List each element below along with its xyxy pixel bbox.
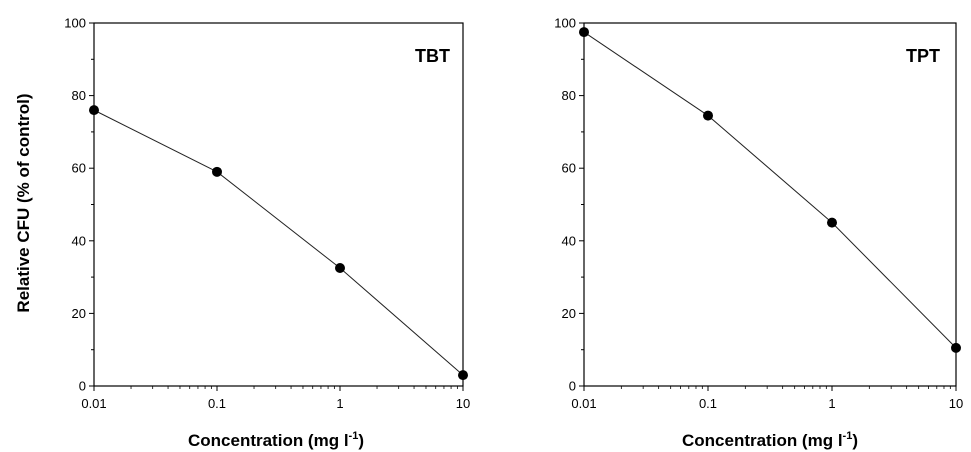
plot-frame (93, 22, 464, 387)
x-tick-label: 10 (456, 396, 470, 411)
y-axis-title: Relative CFU (% of control) (14, 93, 33, 312)
data-point (458, 370, 468, 381)
data-point (212, 166, 222, 177)
x-tick-label: 0.1 (699, 396, 717, 411)
y-tick-label: 100 (554, 16, 576, 31)
series-line (93, 109, 464, 376)
data-point (827, 217, 837, 228)
data-point (335, 263, 345, 274)
y-tick-label: 80 (72, 88, 86, 103)
y-tick-label: 40 (562, 233, 576, 248)
y-tick-label: 40 (72, 233, 86, 248)
x-tick-label: 1 (336, 396, 343, 411)
x-tick-label: 10 (949, 396, 963, 411)
x-tick-label: 0.1 (208, 396, 226, 411)
y-tick-label: 20 (562, 306, 576, 321)
plot-frame (583, 22, 957, 387)
panel-title: TPT (906, 46, 940, 66)
y-tick-label: 0 (569, 379, 576, 394)
data-point (89, 105, 99, 116)
series-line (583, 31, 957, 349)
y-tick-label: 100 (64, 16, 86, 31)
y-tick-label: 60 (562, 161, 576, 176)
data-point (579, 27, 589, 38)
x-tick-label: 0.01 (571, 396, 596, 411)
y-tick-label: 80 (562, 88, 576, 103)
x-axis-title: Concentration (mg l-1) (682, 430, 858, 450)
panel-title: TBT (415, 46, 450, 66)
x-tick-label: 1 (828, 396, 835, 411)
data-point (951, 342, 961, 353)
y-tick-label: 20 (72, 306, 86, 321)
x-tick-label: 0.01 (81, 396, 106, 411)
x-axis-title: Concentration (mg l-1) (188, 430, 364, 450)
data-point (703, 110, 713, 121)
y-tick-label: 60 (72, 161, 86, 176)
panel-tpt: TPT Concentration (mg l-1) 0 20 40 60 80 100 0… (554, 16, 963, 451)
panel-tbt: TBT Concentration (mg l-1) 0 20 40 60 80 100 0… (64, 16, 470, 451)
y-tick-label: 0 (79, 379, 86, 394)
